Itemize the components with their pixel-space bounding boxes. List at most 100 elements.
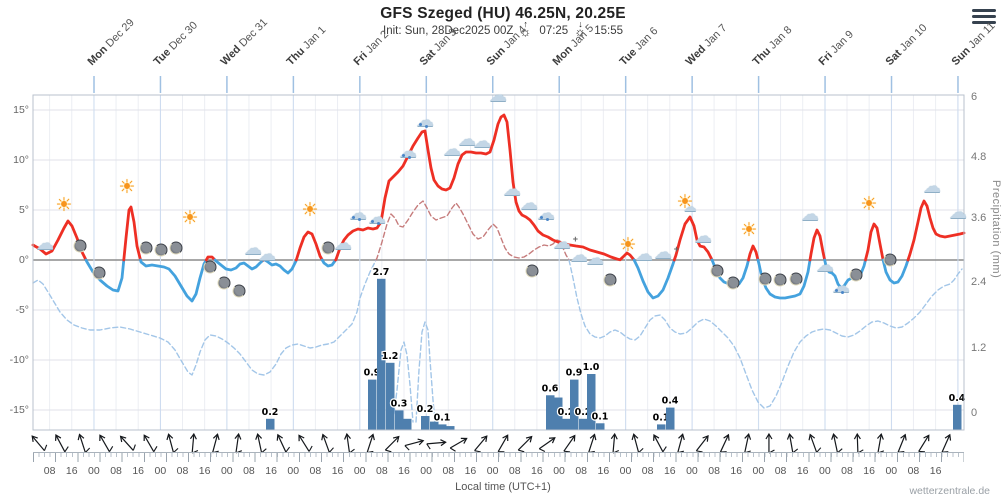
- hour-label: 16: [332, 465, 344, 477]
- cloud-icon: ☁: [489, 85, 507, 105]
- sun-icon: ☀: [55, 195, 73, 216]
- hour-label: 00: [753, 465, 765, 477]
- precip-bar: [562, 418, 571, 430]
- cloud-icon: ☁: [586, 248, 604, 268]
- hour-label: 16: [730, 465, 742, 477]
- moon-icon: [758, 272, 772, 286]
- hour-label: 16: [797, 465, 809, 477]
- init-label: Init: Sun, 28Dec2025 00Z: [383, 25, 514, 37]
- temp-2m-line: [122, 205, 142, 262]
- wind-barb-icon: [610, 432, 619, 454]
- precip-tick-label: 3.6: [971, 212, 987, 224]
- day-gridlines: [93, 76, 959, 430]
- hour-label: 00: [553, 465, 565, 477]
- moon-icon: [203, 260, 217, 274]
- cloud-rain-icon: ☁: [368, 207, 386, 227]
- hour-label: 16: [863, 465, 875, 477]
- wind-barb-icon: [276, 433, 291, 453]
- time-ruler: [33, 452, 964, 462]
- cloud-icon: ☁: [443, 139, 461, 159]
- moon-icon: [789, 272, 803, 286]
- precip-bar: [546, 395, 555, 430]
- wind-barb-icon: [765, 432, 775, 454]
- sunrise-icon: ↑ ☼: [519, 19, 532, 39]
- hour-label: 08: [908, 465, 920, 477]
- wind-barb-icon: [563, 434, 576, 453]
- watermark: wetterzentrale.de: [909, 485, 990, 497]
- hour-label: 00: [487, 465, 499, 477]
- hour-label: 08: [44, 465, 56, 477]
- sunset-icon: ↓ ☼: [574, 19, 587, 39]
- sunset-time: 15:55: [594, 25, 623, 37]
- wind-barb-icon: [744, 433, 752, 454]
- wind-barb-icon: [166, 433, 179, 454]
- wind-barb-icon: [119, 435, 136, 451]
- hour-label: 08: [841, 465, 853, 477]
- temp-2m-line: [906, 199, 966, 262]
- precip-bar-label: 0.4: [949, 393, 966, 404]
- wind-barb-icon: [344, 432, 355, 454]
- wind-barb-icon: [426, 439, 447, 450]
- hour-label: 16: [66, 465, 78, 477]
- precip-bar-label: 0.2: [262, 407, 279, 418]
- hour-label: 16: [465, 465, 477, 477]
- wind-barb-icon: [384, 435, 400, 453]
- precip-bar: [403, 418, 412, 430]
- precip-bar-label: 0.1: [592, 411, 609, 422]
- hour-label: 00: [287, 465, 299, 477]
- moon-icon: [73, 239, 87, 253]
- precip-bar-label: 0.3: [391, 398, 408, 409]
- cloud-rain-icon: ☁: [399, 141, 417, 161]
- wind-barb-icon: [55, 434, 69, 453]
- hour-label: 16: [398, 465, 410, 477]
- wind-barb-icon: [517, 435, 533, 453]
- cloud-rain-icon: ☁: [832, 276, 850, 296]
- precip-bar-label: 0.9: [364, 368, 381, 379]
- precip-bar-label: 1.0: [583, 362, 600, 373]
- hour-label: 00: [819, 465, 831, 477]
- wind-barb-icon: [719, 433, 730, 453]
- precip-bar: [587, 374, 596, 430]
- hour-label: 00: [620, 465, 632, 477]
- sun-icon: ☀: [619, 235, 637, 256]
- precip-bar-label: 0.1: [434, 412, 451, 423]
- wind-barb-icon: [538, 437, 556, 453]
- hour-label: 00: [686, 465, 698, 477]
- cloud-rain-icon: ☁: [349, 203, 367, 223]
- sun-icon: ☀: [181, 208, 199, 229]
- temp-850hpa-line: [392, 341, 414, 423]
- moon-icon: [92, 266, 106, 280]
- precip-bar: [446, 426, 455, 430]
- temp-2m-line: [213, 258, 265, 272]
- temp-2m-line: [334, 113, 636, 262]
- sun-cloud-icon: ☀ ☁: [676, 192, 697, 214]
- wind-barb-icon: [653, 434, 667, 453]
- hour-labels: 08 16 00 08 16 00 08 16 00 08 16 00 08 16 00 08 16 00 08 16…: [44, 465, 942, 477]
- wind-barb-icon: [876, 432, 885, 454]
- hour-label: 16: [132, 465, 144, 477]
- hour-label: 16: [598, 465, 610, 477]
- temp-tick-label: 10°: [13, 154, 29, 166]
- precip-bar-label: 1.2: [382, 351, 399, 362]
- sun-icon: ☀: [301, 200, 319, 221]
- wind-barb-icon: [77, 433, 91, 453]
- precip-bar-label: 0.9: [566, 368, 583, 379]
- precip-bar: [386, 362, 395, 430]
- temp-850hpa-line: [415, 321, 436, 423]
- moon-icon: [217, 276, 231, 290]
- wind-barb-icon: [298, 434, 313, 452]
- cloud-icon: ☁: [570, 245, 588, 265]
- moon-icon: [603, 273, 617, 287]
- temp-tick-label: 0°: [18, 254, 29, 266]
- wind-barb-icon: [404, 438, 425, 451]
- moon-icon: [525, 264, 539, 278]
- wind-barb-icon: [808, 433, 822, 453]
- cloud-icon: ☁: [923, 176, 941, 196]
- xaxis-title: Local time (UTC+1): [455, 481, 551, 493]
- precip-bar-label: 0.1: [653, 412, 670, 423]
- precip-bar-label: 0.2: [417, 404, 434, 415]
- cloud-icon: ☁: [503, 179, 521, 199]
- hamburger-menu-icon[interactable]: [972, 9, 996, 28]
- precip-bar: [953, 404, 962, 430]
